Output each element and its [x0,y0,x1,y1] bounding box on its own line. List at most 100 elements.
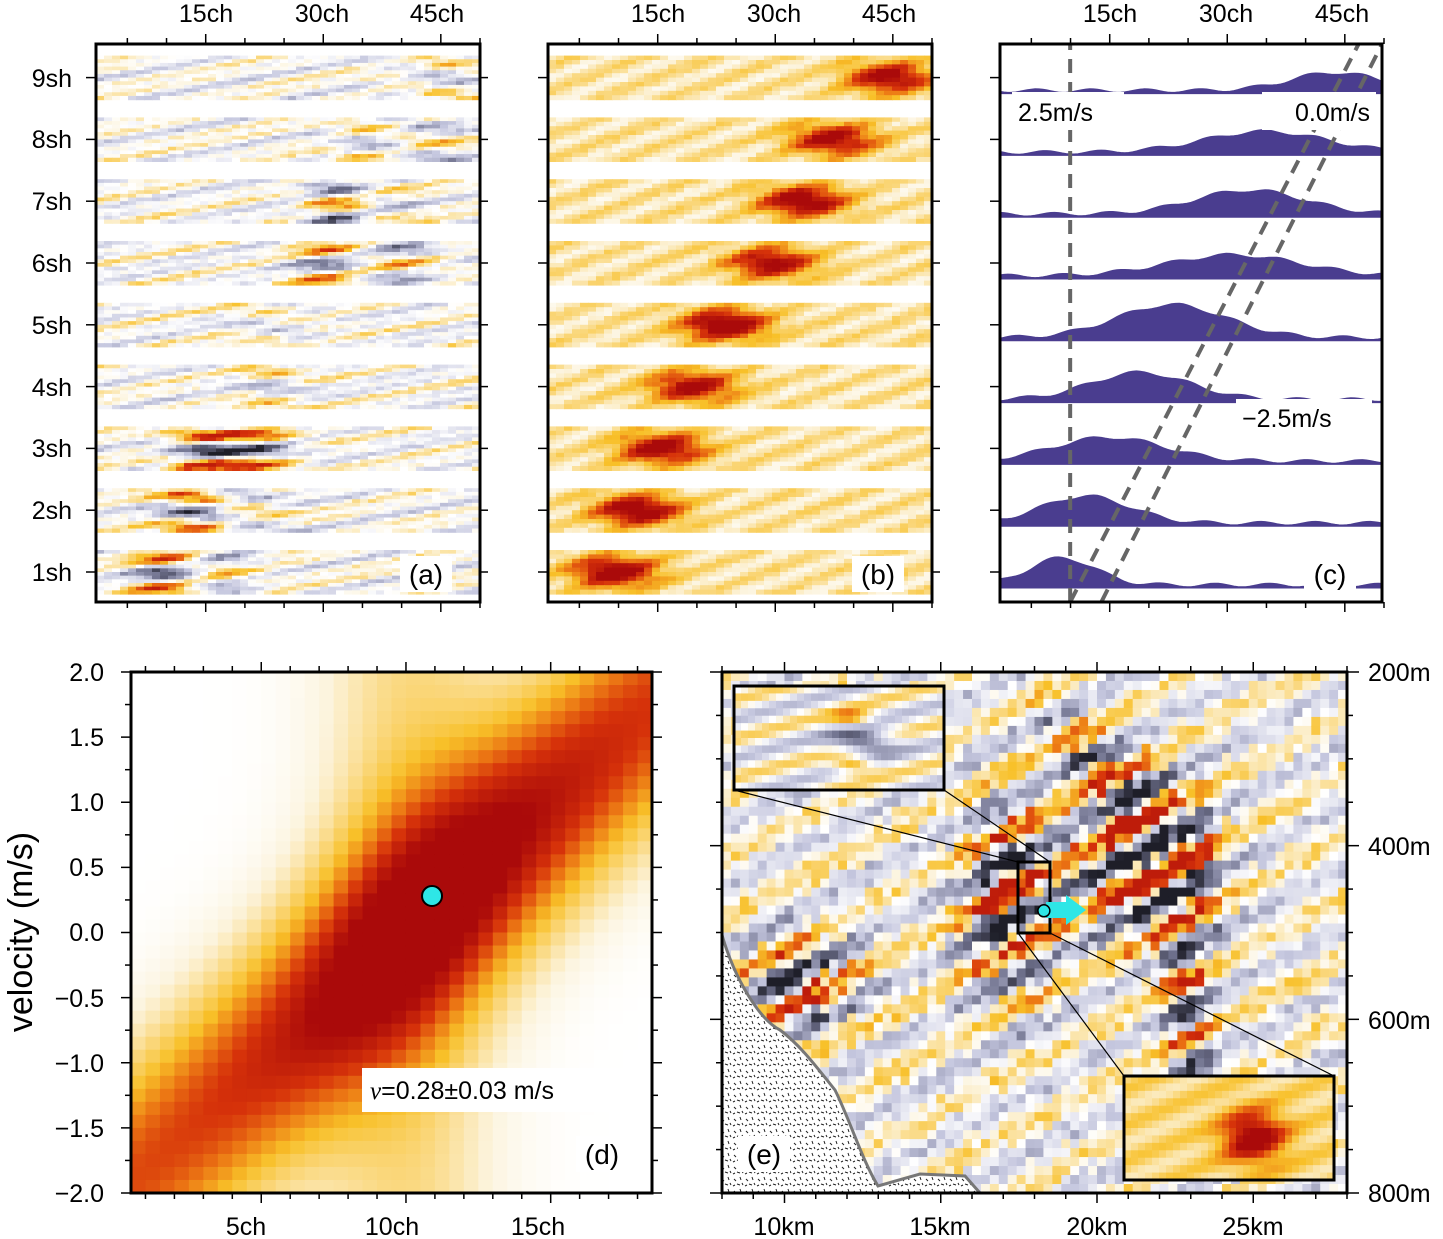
panel-a-cell [216,55,225,60]
panel-a-cell [320,328,329,333]
panel-a-cell [128,263,137,268]
panel-a-cell [416,252,425,257]
panel-a-cell [256,590,265,595]
panel-a-cell [336,66,345,71]
panel-a-cell [288,506,297,511]
panel-a-cell [424,150,433,155]
panel-a-cell [424,517,433,522]
panel-a-cell [120,121,129,126]
panel-a-cell [472,575,480,580]
panel-a-cell [408,70,417,75]
panel-a-cell [472,263,480,268]
panel-a-cell [208,150,217,155]
panel-a-cell [216,252,225,257]
panel-a-cell [152,430,161,435]
panel-a-cell [160,121,169,126]
panel-a-cell [384,302,393,308]
panel-a-cell [288,244,297,249]
panel-a-cell [224,579,233,584]
panel-a-cell [416,310,425,315]
panel-a-cell [120,324,129,330]
panel-a-cell [232,339,241,344]
panel-a-cell [192,150,201,155]
panel-a-cell [344,306,353,311]
panel-a-cell [376,510,385,515]
panel-a-cell [192,310,201,315]
panel-a-cell [344,77,353,82]
panel-a-cell [96,121,105,126]
panel-a-cell [232,317,241,322]
panel-a-cell [344,572,353,577]
panel-a-cell [416,219,425,224]
panel-a-cell [264,182,273,188]
panel-a-cell [216,335,225,341]
panel-a-cell [296,274,305,279]
panel-a-cell [168,190,177,195]
panel-a-cell [472,553,480,558]
panel-a-cell [296,521,305,526]
panel-a-cell [400,321,409,326]
panel-a-cell [160,186,169,191]
panel-a-cell [288,121,297,126]
panel-a-cell [456,506,465,511]
panel-a-cell [96,124,105,129]
panel-a-cell [272,128,281,133]
panel-a-cell [296,124,305,129]
panel-a-cell [272,77,281,82]
panel-a-cell [200,193,209,199]
panel-a-cell [376,575,385,580]
panel-a-cell [136,117,145,122]
panel-a-cell [280,382,289,388]
panel-a-cell [272,499,281,504]
panel-a-cell [272,179,281,184]
panel-a-cell [256,259,265,264]
panel-a-cell [144,550,153,555]
panel-a-cell [112,343,121,348]
panel-a-cell [256,310,265,315]
panel-a-cell [120,259,129,264]
panel-a-cell [288,441,297,446]
panel-a-cell [392,506,401,511]
panel-a-cell [272,386,281,391]
panel-a-cell [304,70,313,75]
panel-a-cell [256,444,265,449]
panel-a-cell [432,491,441,497]
panel-a-cell [240,452,249,457]
panel-a-cell [136,244,145,249]
panel-a-cell [200,397,209,402]
panel-a-cell [96,255,105,260]
panel-a-cell [336,190,345,195]
panel-a-cell [464,550,473,555]
panel-a-cell [416,266,425,271]
panel-a-cell [216,521,225,526]
panel-a-cell [352,266,361,271]
panel-a-cell [184,193,193,199]
panel-a-cell [184,502,193,508]
panel-a-cell [288,401,297,406]
panel-a-cell [240,513,249,519]
panel-a-cell [104,201,113,206]
panel-a-cell [328,332,337,337]
panel-a-cell [112,244,121,249]
panel-a-cell [240,564,249,569]
panel-a-cell [304,557,313,562]
panel-a-cell [392,77,401,82]
panel-a-cell [320,444,329,449]
panel-a-cell [264,463,273,468]
panel-a-cell [456,55,465,60]
panel-a-cell [256,466,265,471]
panel-a-cell [416,488,425,493]
panel-a-cell [160,252,169,257]
panel-a-cell [472,430,480,435]
panel-a-cell [200,321,209,326]
panel-a-cell [224,495,233,500]
panel-a-cell [272,375,281,380]
panel-a-cell [472,73,480,79]
panel-a-cell [360,579,369,584]
panel-a-cell [136,393,145,399]
panel-a-cell [360,561,369,566]
panel-a-cell [440,266,449,271]
panel-a-cell [152,553,161,558]
panel-a-cell [248,488,257,493]
panel-a-cell [216,390,225,395]
